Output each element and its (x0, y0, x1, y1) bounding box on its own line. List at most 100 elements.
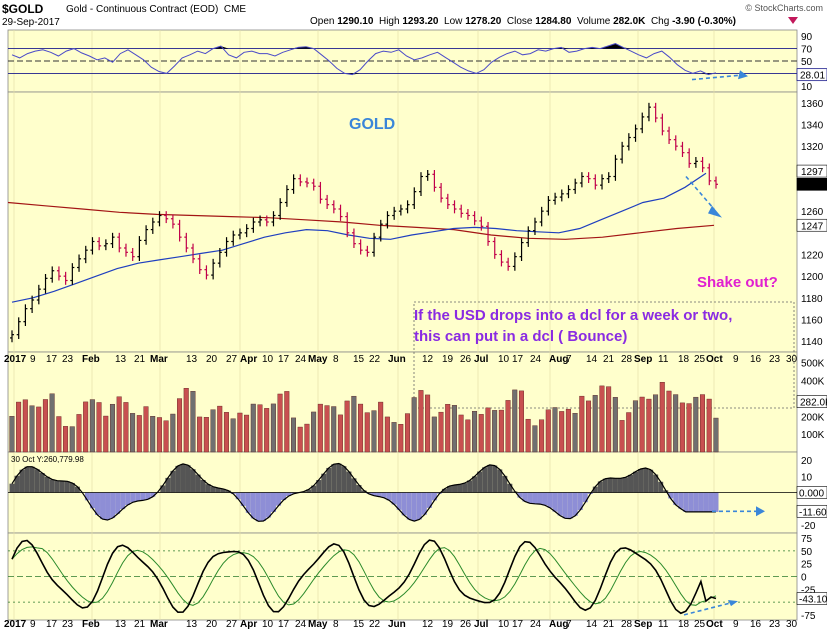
macd-y-tick: 20 (801, 456, 813, 467)
volume-bar (304, 423, 310, 453)
stoch-value-label: -43.10 (799, 595, 827, 606)
price-ma-blue-line (11, 172, 707, 303)
volume-panel: 500K400K300K200K100K282.0K (9, 359, 827, 453)
price-bar (492, 237, 497, 259)
x-axis-label: 18 (678, 619, 690, 630)
price-bar (211, 258, 216, 280)
x-axis-label: Sep (634, 354, 652, 365)
x-axis-label: 21 (134, 354, 146, 365)
price-bar (372, 232, 377, 257)
volume-bar (411, 397, 417, 453)
volume-bar (418, 390, 424, 453)
price-y-tick: 1260 (801, 207, 824, 218)
x-axis-label: 9 (30, 619, 36, 630)
chart-header: $GOLD Gold - Continuous Contract (EOD) C… (0, 0, 827, 28)
volume-bar (89, 399, 95, 453)
rsi-arrow-head-icon (738, 70, 748, 80)
volume-bar (619, 420, 625, 453)
volume-bar (485, 407, 491, 453)
volume-bar (109, 403, 115, 453)
price-bar (77, 254, 82, 272)
price-bar (700, 157, 705, 173)
volume-bar (492, 410, 498, 453)
rsi-y-tick: 90 (801, 32, 813, 43)
macd-panel: 20 10 -20 0.000 -11.60 (8, 456, 827, 532)
price-bar (486, 222, 491, 246)
price-bar (707, 163, 712, 186)
volume-bar (63, 426, 69, 453)
price-bar (197, 254, 202, 274)
x-axis-label: 27 (226, 619, 238, 630)
x-axis-label: 9 (30, 354, 36, 365)
volume-bar (29, 405, 35, 453)
rsi-y-tick: 70 (801, 45, 813, 56)
volume-bar (22, 399, 28, 453)
price-bar (164, 211, 169, 224)
stoch-y-tick: -25 (801, 585, 816, 596)
price-bar (30, 295, 35, 313)
volume-bar (559, 411, 565, 453)
x-axis-label: 25 (694, 619, 706, 630)
price-bar (566, 185, 571, 199)
price-bar (177, 219, 182, 242)
macd-line (11, 462, 716, 522)
volume-bar (606, 386, 612, 453)
usd-note-line1: If the USD drops into a dcl for a week o… (414, 307, 732, 324)
price-y-tick: 1320 (801, 142, 824, 153)
volume-bar (586, 400, 592, 453)
x-axis-label: Oct (706, 354, 723, 365)
price-bar (667, 126, 672, 144)
volume-bar (284, 391, 290, 453)
price-bar (432, 170, 437, 192)
x-axis-label: 19 (442, 354, 454, 365)
x-axis-label: 14 (586, 619, 598, 630)
x-axis-label: 13 (115, 354, 127, 365)
price-bar (191, 243, 196, 264)
price-y-tick: 1160 (801, 316, 823, 327)
price-bar (278, 198, 283, 220)
rsi-panel: 907050301028.01 (8, 32, 827, 93)
volume-bar (170, 413, 176, 453)
volume-bar (404, 413, 410, 453)
volume-bar (351, 395, 357, 453)
volume-bar (706, 398, 712, 453)
price-tag (796, 178, 827, 191)
price-bar (472, 211, 477, 226)
price-y-tick: 1200 (801, 272, 824, 283)
volume-bar (391, 422, 397, 453)
stoch-y-tick: 25 (801, 560, 813, 571)
price-bar (325, 194, 330, 209)
stoch-y-tick: 75 (801, 534, 813, 545)
x-axis-label: 22 (369, 619, 381, 630)
x-axis-label: 30 (786, 619, 798, 630)
volume-bar (311, 411, 317, 453)
rsi-value-tag (796, 68, 827, 82)
price-bar (271, 211, 276, 227)
volume-bar (612, 397, 618, 453)
volume-bar (451, 405, 457, 453)
x-axis-label: 28 (621, 619, 633, 630)
volume-bar (518, 390, 524, 453)
x-axis-label: 19 (442, 619, 454, 630)
macd-value-tag (796, 504, 827, 518)
x-axis-label: 28 (621, 354, 633, 365)
price-y-tick: 1220 (801, 251, 824, 262)
x-axis-label: 16 (750, 619, 762, 630)
price-bar (103, 239, 108, 251)
stoch-value-tag (796, 592, 827, 605)
volume-bar (331, 406, 337, 453)
x-axis-label: Mar (150, 354, 168, 365)
x-axis-label: 23 (62, 619, 74, 630)
price-bar (244, 224, 249, 238)
price-bar (378, 219, 383, 242)
stoch-y-tick: 50 (801, 547, 813, 558)
price-bar (311, 178, 316, 191)
price-bar (680, 141, 685, 157)
price-tag-label: 1284.8 (801, 180, 827, 191)
price-bar (157, 211, 162, 227)
x-axis-label: 13 (186, 619, 198, 630)
price-bar (693, 157, 698, 168)
volume-bar (659, 381, 665, 453)
rsi-line (11, 43, 717, 76)
x-axis-label: Mar (150, 619, 168, 630)
